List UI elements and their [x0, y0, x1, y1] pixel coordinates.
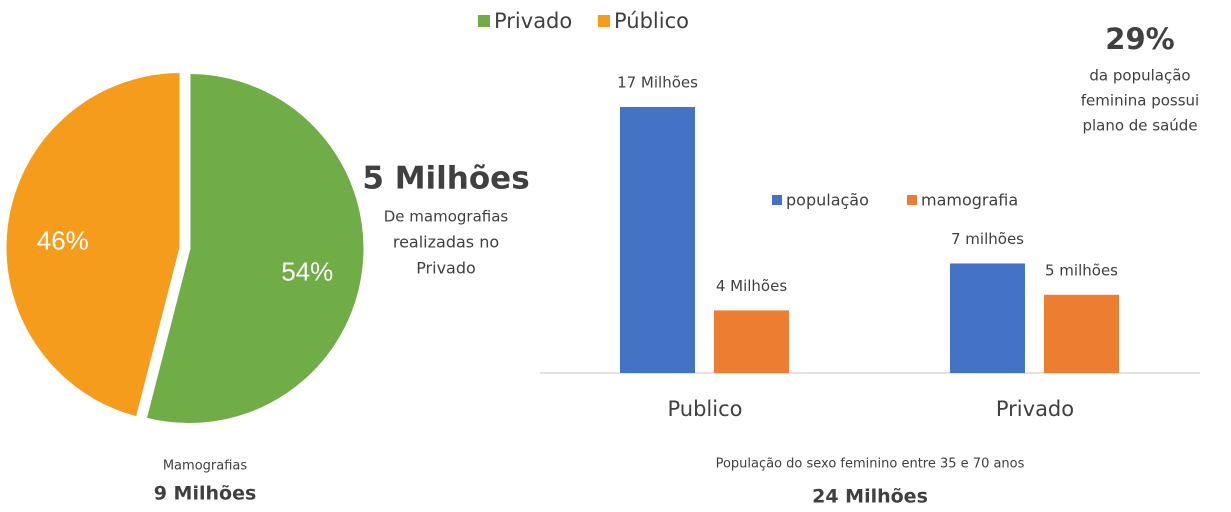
pie-slice	[143, 70, 367, 426]
bar	[620, 107, 695, 373]
legend-box	[462, 4, 700, 40]
legend-label: mamografia	[921, 191, 1018, 210]
legend-swatch	[478, 15, 490, 27]
chart-title: Mamografias	[163, 459, 248, 474]
x-tick-label: Publico	[668, 397, 743, 421]
annotation: 5 Milhões	[362, 161, 529, 197]
annotation: feminina possui	[1081, 92, 1199, 110]
legend-label: Público	[614, 9, 689, 33]
slice-label: 46%	[37, 225, 89, 255]
annotation: Privado	[416, 259, 476, 278]
bar	[714, 310, 789, 373]
legend-label: Privado	[494, 9, 572, 33]
legend-swatch	[772, 195, 782, 205]
legend-label: população	[786, 191, 869, 210]
data-label: 5 milhões	[1045, 261, 1118, 279]
bar	[1044, 294, 1119, 373]
legend-swatch	[598, 15, 610, 27]
chart-subtitle: 9 Milhões	[154, 483, 257, 505]
annotation: realizadas no	[393, 233, 499, 252]
data-label: 7 milhões	[951, 230, 1024, 248]
legend-swatch	[907, 195, 917, 205]
annotation: da população	[1089, 67, 1190, 85]
annotation: De mamografias	[384, 208, 509, 226]
chart-subtitle: 24 Milhões	[812, 486, 928, 508]
chart-title: População do sexo feminino entre 35 e 70…	[716, 457, 1025, 472]
annotation: plano de saúde	[1082, 117, 1197, 135]
data-label: 4 Milhões	[716, 277, 788, 295]
bar	[950, 263, 1025, 373]
data-label: 17 Milhões	[617, 74, 698, 92]
x-tick-label: Privado	[996, 397, 1074, 421]
pie-slice	[3, 69, 183, 420]
slice-label: 54%	[281, 256, 333, 286]
annotation: 29%	[1105, 22, 1174, 56]
